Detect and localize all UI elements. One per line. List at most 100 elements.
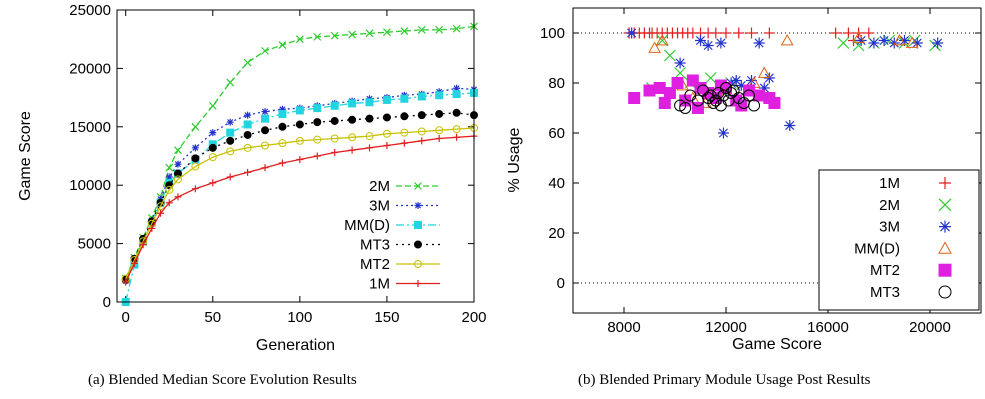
legend-label: MT2 (870, 262, 900, 279)
data-point (435, 109, 444, 118)
legend-label: MT3 (360, 237, 390, 254)
data-point (830, 27, 842, 39)
data-point (715, 37, 727, 49)
y-tick-label: 60 (548, 125, 565, 142)
data-point (707, 97, 720, 109)
data-point (878, 35, 890, 46)
data-point (244, 168, 252, 176)
data-point (852, 31, 865, 43)
data-point (208, 101, 217, 110)
data-point (278, 105, 286, 113)
data-point (261, 108, 269, 116)
data-point (686, 74, 699, 87)
data-point (400, 94, 409, 103)
data-point (313, 104, 322, 113)
data-point (209, 129, 217, 137)
y-tick-label: 20000 (69, 60, 111, 77)
data-point (763, 27, 775, 39)
data-point (746, 75, 757, 86)
x-tick-label: 50 (204, 309, 221, 326)
data-point (899, 35, 910, 46)
data-point (165, 185, 174, 194)
data-point (663, 87, 676, 99)
data-point (330, 134, 339, 143)
legend-marker (938, 241, 952, 254)
x-tick-label: 0 (122, 309, 130, 326)
data-point (348, 30, 357, 39)
data-point (226, 128, 235, 137)
data-point (746, 27, 757, 39)
data-point (911, 37, 923, 49)
data-point (418, 137, 426, 145)
data-point (691, 102, 704, 114)
data-point (628, 92, 641, 104)
caption-a: (a) Blended Median Score Evolution Resul… (88, 372, 357, 388)
data-point (417, 92, 426, 101)
data-point (888, 37, 900, 49)
data-point (695, 35, 706, 46)
series-line (125, 25, 475, 279)
data-point (191, 154, 200, 163)
data-point (295, 106, 304, 115)
data-point (313, 118, 322, 127)
data-point (717, 127, 729, 139)
legend-label: 3M (879, 219, 900, 236)
data-point (725, 87, 738, 99)
data-point (855, 35, 867, 46)
x-tick-label: 8000 (607, 319, 640, 336)
data-point (209, 179, 217, 187)
data-point (191, 122, 200, 131)
data-point (658, 97, 671, 109)
data-point (452, 125, 461, 134)
data-point (191, 185, 199, 193)
data-point (148, 224, 156, 232)
plot-frame (116, 9, 475, 303)
x-tick-label: 100 (287, 309, 312, 326)
data-point (295, 136, 304, 145)
data-point (735, 80, 747, 91)
data-point (330, 31, 339, 40)
data-point (679, 102, 692, 114)
data-point (313, 32, 322, 41)
legend-label: MT2 (360, 256, 390, 273)
data-point (243, 130, 252, 139)
data-point (165, 173, 173, 181)
data-point (735, 99, 748, 112)
data-point (655, 33, 669, 46)
data-point (296, 156, 304, 164)
data-point (753, 37, 765, 49)
data-point (139, 241, 147, 249)
data-point (226, 147, 235, 156)
legend-box (818, 169, 980, 311)
data-point (278, 122, 287, 131)
y-tick-label: 15000 (69, 119, 111, 136)
legend-marker (414, 182, 422, 190)
data-point (757, 66, 771, 78)
data-point (720, 27, 732, 39)
legend-label: MT3 (870, 284, 900, 301)
x-tick-label: 200 (461, 309, 486, 326)
y-tick-label: 25000 (69, 2, 111, 19)
data-point (365, 29, 374, 38)
data-point (261, 114, 270, 123)
data-point (435, 91, 444, 100)
data-point (173, 175, 182, 184)
data-point (348, 115, 357, 124)
data-point (382, 95, 391, 104)
data-point (278, 109, 287, 118)
data-point (261, 126, 270, 135)
x-tick-label: 20000 (909, 319, 951, 336)
data-point (702, 40, 714, 51)
data-point (435, 134, 443, 142)
data-point (348, 146, 356, 154)
data-point (656, 34, 669, 47)
data-point (348, 99, 357, 108)
data-point (383, 28, 391, 37)
data-point (400, 112, 409, 121)
legend-marker (414, 260, 422, 268)
data-point (842, 27, 854, 39)
x-axis-label: Game Score (732, 336, 822, 353)
data-point (643, 84, 656, 97)
data-point (435, 126, 444, 135)
